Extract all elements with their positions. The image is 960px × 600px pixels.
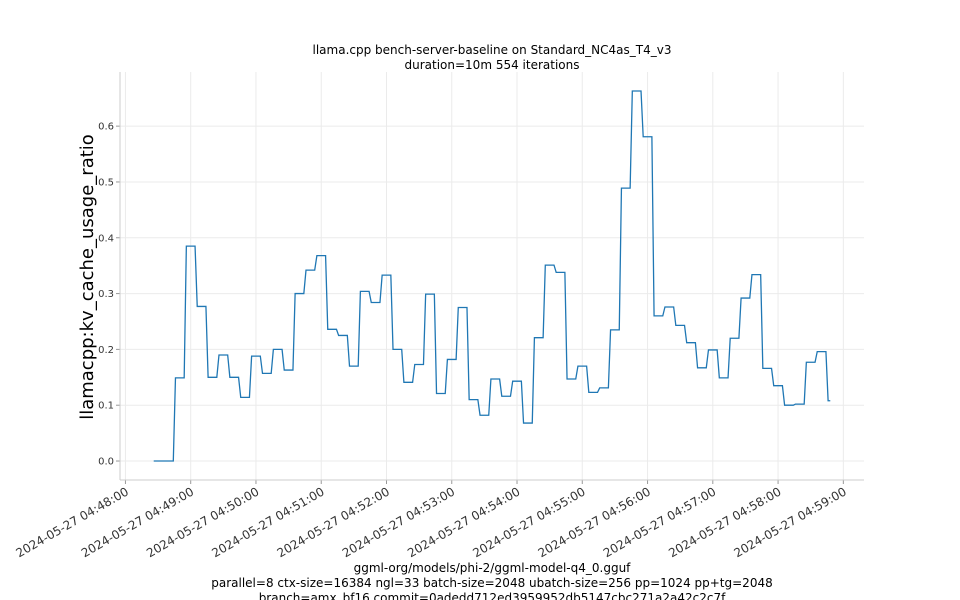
x-tick-label: 2024-05-27 04:48:00	[14, 484, 131, 560]
y-tick-label: 0.4	[98, 233, 114, 244]
y-tick-label: 0.6	[98, 122, 114, 133]
x-tick-label: 2024-05-27 04:49:00	[79, 484, 196, 560]
x-tick-label: 2024-05-27 04:51:00	[209, 484, 326, 560]
x-tick-label: 2024-05-27 04:59:00	[731, 484, 848, 560]
chart-title: llama.cpp bench-server-baseline on Stand…	[313, 43, 672, 57]
x-tick-label: 2024-05-27 04:52:00	[275, 484, 392, 560]
x-tick-label: 2024-05-27 04:53:00	[340, 484, 457, 560]
y-tick-label: 0.1	[98, 401, 114, 412]
y-axis-label: llamacpp:kv_cache_usage_ratio	[77, 134, 98, 420]
x-axis-label: ggml-org/models/phi-2/ggml-model-q4_0.gg…	[354, 561, 632, 575]
chart-subtitle: duration=10m 554 iterations	[405, 58, 580, 72]
x-axis-label: branch=amx_bf16 commit=0adedd712ed395995…	[259, 591, 726, 600]
line	[153, 90, 831, 462]
x-tick-label: 2024-05-27 04:54:00	[405, 484, 522, 560]
y-tick-label: 0.3	[98, 289, 114, 300]
x-tick-label: 2024-05-27 04:50:00	[144, 484, 261, 560]
y-tick-label: 0.2	[98, 345, 114, 356]
y-tick-label: 0.5	[98, 177, 114, 188]
x-tick-label: 2024-05-27 04:56:00	[536, 484, 653, 560]
x-tick-label: 2024-05-27 04:58:00	[666, 484, 783, 560]
y-tick-label: 0.0	[98, 457, 114, 468]
x-axis-label: parallel=8 ctx-size=16384 ngl=33 batch-s…	[211, 576, 772, 590]
x-tick-label: 2024-05-27 04:55:00	[470, 484, 587, 560]
x-tick-label: 2024-05-27 04:57:00	[601, 484, 718, 560]
